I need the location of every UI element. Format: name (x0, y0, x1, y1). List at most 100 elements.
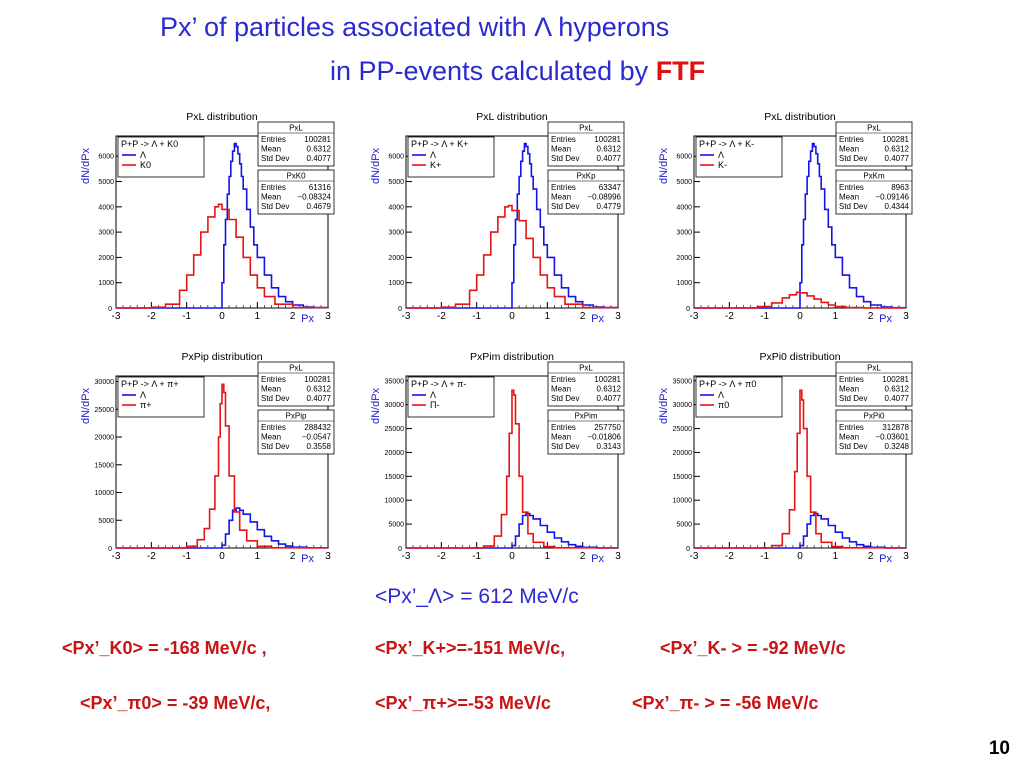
x-tick-label: -2 (437, 311, 446, 322)
legend-box (695, 136, 783, 178)
legend-entry: Λ (430, 150, 436, 160)
stats-label: Entries (261, 375, 286, 384)
x-axis-title: Px (879, 313, 892, 325)
stats-frame (835, 361, 913, 407)
stats-name: PxPim (574, 412, 597, 421)
y-tick-label: 10000 (385, 498, 405, 505)
y-tick-label: 35000 (385, 378, 405, 385)
stats-label: Entries (839, 375, 864, 384)
x-axis-title: Px (301, 313, 314, 325)
stats-value: 312878 (882, 423, 909, 432)
x-tick-label: 1 (545, 551, 551, 562)
x-tick-label: 2 (290, 551, 296, 562)
slide-title-line1: Px’ of particles associated with Λ hyper… (160, 12, 670, 42)
legend-entry: Π- (430, 400, 440, 410)
x-axis-title: Px (879, 553, 892, 565)
stats-value: 0.6312 (597, 385, 622, 394)
y-tick-label: 6000 (676, 154, 692, 161)
histogram-title: PxL distribution (476, 111, 548, 123)
x-tick-label: -3 (402, 311, 411, 322)
stats-label: Std Dev (839, 394, 867, 403)
legend: P+P -> Λ + π+Λπ+ (117, 376, 205, 418)
x-tick-label: 3 (325, 551, 331, 562)
histogram-svg: PxL distribution -3 -2 -1 0 1 2 3 1000 2000 3000 40… (80, 111, 335, 325)
x-tick-label: -3 (690, 551, 699, 562)
title-prefix: in PP-events calculated by (330, 56, 656, 86)
stats-label: Mean (551, 145, 571, 154)
x-tick-label: 2 (580, 311, 586, 322)
y-tick-label: 10000 (673, 498, 693, 505)
legend: P+P -> Λ + K-ΛK- (695, 136, 783, 178)
partner-curve (694, 291, 907, 309)
stats-value: 100281 (882, 375, 909, 384)
legend-header: P+P -> Λ + K0 (121, 139, 178, 149)
stats-value: 0.6312 (307, 385, 332, 394)
x-tick-label: -2 (147, 311, 156, 322)
x-tick-label: 0 (219, 311, 225, 322)
page-number: 10 (988, 738, 1010, 759)
stats-value: −0.09146 (875, 193, 909, 202)
legend-entry: π+ (140, 400, 151, 410)
partner-curve (116, 383, 329, 549)
lambda-curve (406, 512, 619, 549)
x-tick-label: -1 (472, 311, 481, 322)
title-highlight-ftf: FTF (655, 56, 706, 86)
y-tick-label: 6000 (98, 154, 114, 161)
x-tick-label: 2 (290, 311, 296, 322)
x-tick-label: -3 (112, 551, 121, 562)
x-tick-label: 3 (903, 551, 909, 562)
y-tick-label: 4000 (98, 204, 114, 211)
stats-label: Mean (261, 145, 281, 154)
result-piminus: <Px’_π- > = -56 MeV/c (632, 693, 819, 713)
histogram-title: PxL distribution (186, 111, 258, 123)
y-axis-title: dN/dPx (370, 147, 382, 184)
x-tick-label: 0 (509, 551, 515, 562)
y-tick-label: 3000 (98, 230, 114, 237)
y-tick-label: 4000 (676, 204, 692, 211)
stats-label: Mean (839, 193, 859, 202)
stats-value: −0.08324 (297, 193, 331, 202)
legend-header: P+P -> Λ + π- (411, 379, 466, 389)
stats-value: 0.3248 (885, 442, 910, 451)
stats-label: Std Dev (261, 202, 289, 211)
x-tick-label: -3 (402, 551, 411, 562)
stats-label: Mean (551, 193, 571, 202)
y-axis-title: dN/dPx (658, 387, 670, 424)
y-tick-label: 1000 (388, 280, 404, 287)
legend-entry: Λ (718, 390, 724, 400)
stats-frame (835, 169, 913, 215)
histogram-title: PxL distribution (764, 111, 836, 123)
y-tick-label: 1000 (98, 280, 114, 287)
y-axis-title: dN/dPx (658, 147, 670, 184)
y-tick-label: 15000 (385, 474, 405, 481)
legend-header: P+P -> Λ + π0 (699, 379, 756, 389)
stats-value: −0.08996 (587, 193, 621, 202)
legend-header: P+P -> Λ + K+ (411, 139, 468, 149)
y-tick-label: 0 (686, 546, 690, 553)
x-tick-label: 3 (615, 311, 621, 322)
y-tick-label: 5000 (388, 522, 404, 529)
y-tick-label: 25000 (95, 407, 115, 414)
y-tick-label: 1000 (676, 280, 692, 287)
legend-entry: K0 (140, 160, 151, 170)
stats-label: Std Dev (551, 154, 579, 163)
stats-value: 0.6312 (597, 145, 622, 154)
stats-value: 0.4077 (597, 394, 622, 403)
y-axis-title: dN/dPx (80, 387, 92, 424)
histogram-title: PxPim distribution (470, 351, 554, 363)
x-tick-label: -3 (112, 311, 121, 322)
stats-name: PxK0 (286, 172, 306, 181)
y-tick-label: 2000 (98, 255, 114, 262)
stats-label: Std Dev (839, 154, 867, 163)
stats-name: PxKp (576, 172, 596, 181)
legend-box (117, 376, 205, 418)
stats-value: 0.4077 (885, 394, 910, 403)
stats-value: 63347 (599, 183, 622, 192)
x-tick-label: 0 (219, 551, 225, 562)
stats-name: PxL (289, 124, 303, 133)
x-tick-label: 1 (255, 551, 261, 562)
histogram-svg: PxL distribution -3 -2 -1 0 1 2 3 1000 2000 3000 40… (658, 111, 913, 325)
